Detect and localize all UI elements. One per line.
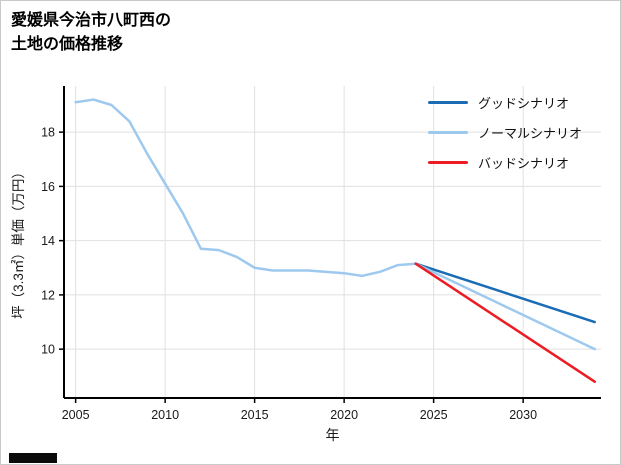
- x-axis-label: 年: [326, 427, 340, 443]
- y-tick-label: 12: [41, 288, 55, 302]
- chart-title: 愛媛県今治市八町西の 土地の価格推移: [11, 12, 172, 53]
- chart-legend: グッドシナリオ ノーマルシナリオ バッドシナリオ: [427, 93, 582, 172]
- x-tick-label: 2025: [420, 408, 448, 422]
- legend-item-normal-scenario: ノーマルシナリオ: [427, 123, 582, 142]
- x-tick-label: 2005: [62, 408, 90, 422]
- y-tick-label: 14: [41, 234, 55, 248]
- x-tick-label: 2020: [330, 408, 358, 422]
- legend-item-bad-scenario: バッドシナリオ: [427, 153, 582, 172]
- y-tick-label: 16: [41, 180, 55, 194]
- legend-label-good-scenario: グッドシナリオ: [477, 96, 569, 111]
- y-tick-label: 18: [41, 126, 55, 140]
- good-scenario-line-swatch: [427, 101, 468, 104]
- legend-label-bad-scenario: バッドシナリオ: [477, 156, 569, 171]
- series-line-history: [74, 98, 417, 278]
- x-tick-label: 2015: [241, 408, 269, 422]
- bad-scenario-line-swatch: [427, 161, 468, 164]
- legend-item-good-scenario: グッドシナリオ: [427, 93, 582, 112]
- legend-label-normal-scenario: ノーマルシナリオ: [477, 126, 582, 141]
- x-tick-label: 2010: [151, 408, 179, 422]
- series-line-normal: [414, 262, 596, 351]
- series-line-bad: [414, 262, 596, 383]
- x-tick-label: 2030: [509, 408, 537, 422]
- y-tick-label: 10: [41, 343, 55, 357]
- y-axis-label: 坪（3.3㎡）単価（万円）: [11, 165, 26, 319]
- normal-scenario-line-swatch: [427, 131, 468, 134]
- footer-bar: [9, 453, 57, 463]
- series-line-good: [414, 262, 596, 324]
